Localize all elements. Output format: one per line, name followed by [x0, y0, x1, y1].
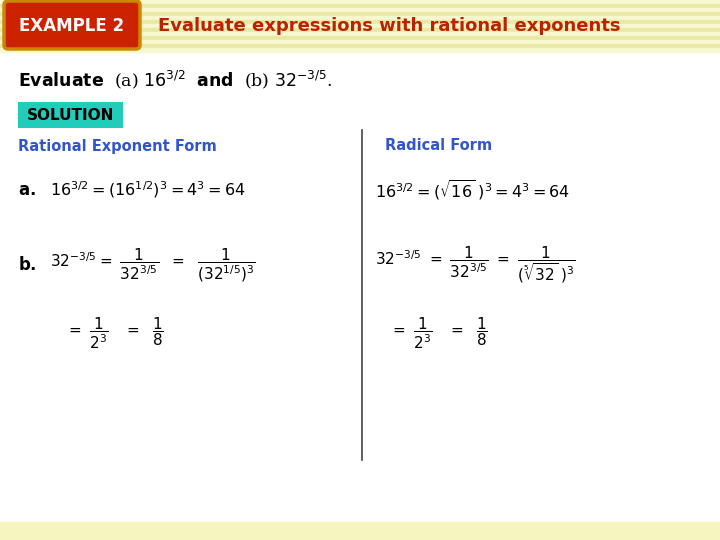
FancyBboxPatch shape — [18, 102, 123, 128]
Text: $=\ \dfrac{1}{2^3}\ \ \ =\ \ \dfrac{1}{8}$: $=\ \dfrac{1}{2^3}\ \ \ =\ \ \dfrac{1}{8… — [390, 315, 488, 351]
Text: $\mathbf{a.}$: $\mathbf{a.}$ — [18, 181, 36, 199]
Bar — [0, 36, 720, 40]
Text: $\mathbf{b.}$: $\mathbf{b.}$ — [18, 256, 37, 274]
Text: Evaluate expressions with rational exponents: Evaluate expressions with rational expon… — [158, 17, 621, 35]
Bar — [0, 0, 720, 4]
Text: $32^{-3/5}{=}\ \dfrac{1}{32^{3/5}}\ \ =\ \ \dfrac{1}{(32^{1/5})^3}$: $32^{-3/5}{=}\ \dfrac{1}{32^{3/5}}\ \ =\… — [50, 246, 256, 284]
Text: Rational Exponent Form: Rational Exponent Form — [18, 138, 217, 153]
Text: $16^{3/2} = (16^{1/2})^3 = 4^3 = 64$: $16^{3/2} = (16^{1/2})^3 = 4^3 = 64$ — [50, 180, 246, 200]
Text: SOLUTION: SOLUTION — [27, 107, 114, 123]
Text: $32^{-3/5}\ {=}\ \dfrac{1}{32^{3/5}}\ =\ \dfrac{1}{(\sqrt[5]{32}\;)^3}$: $32^{-3/5}\ {=}\ \dfrac{1}{32^{3/5}}\ =\… — [375, 245, 575, 285]
Bar — [0, 4, 720, 8]
Bar — [0, 28, 720, 32]
Bar — [0, 48, 720, 52]
Bar — [0, 12, 720, 16]
Text: $16^{3/2} = (\sqrt{16}\;)^{3} = 4^3 = 64$: $16^{3/2} = (\sqrt{16}\;)^{3} = 4^3 = 64… — [375, 178, 570, 202]
Text: EXAMPLE 2: EXAMPLE 2 — [19, 17, 125, 35]
Bar — [0, 20, 720, 24]
Bar — [0, 8, 720, 12]
Text: $=\ \dfrac{1}{2^3}\ \ \ =\ \ \dfrac{1}{8}$: $=\ \dfrac{1}{2^3}\ \ \ =\ \ \dfrac{1}{8… — [66, 315, 164, 351]
Bar — [0, 522, 720, 540]
Bar — [0, 16, 720, 20]
FancyBboxPatch shape — [4, 1, 140, 49]
Bar — [0, 24, 720, 28]
Bar — [0, 32, 720, 36]
Text: $\mathbf{Evaluate}$  (a) $16^{3/2}$  $\mathbf{and}$  (b) $32^{-3/5}$.: $\mathbf{Evaluate}$ (a) $16^{3/2}$ $\mat… — [18, 69, 333, 91]
Bar — [0, 40, 720, 44]
Text: Radical Form: Radical Form — [385, 138, 492, 153]
Bar — [0, 44, 720, 48]
